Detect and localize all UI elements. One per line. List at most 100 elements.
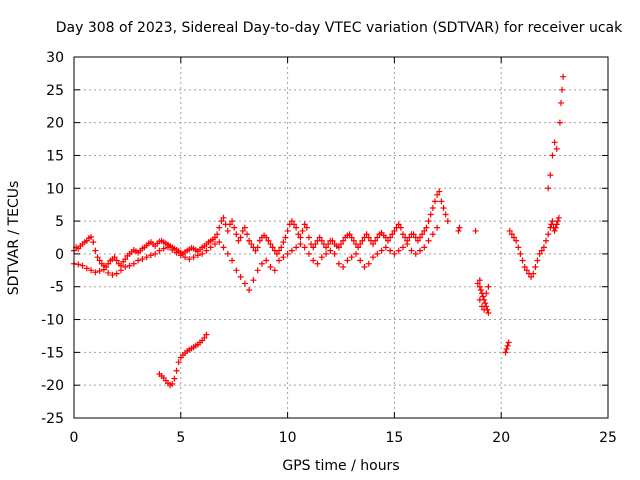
chart-title: Day 308 of 2023, Sidereal Day-to-day VTE… (56, 20, 623, 36)
x-tick-label: 5 (176, 430, 185, 446)
data-point (288, 247, 295, 254)
data-point (505, 339, 512, 346)
data-point (421, 227, 428, 234)
data-point (122, 256, 129, 263)
data-point (434, 224, 441, 231)
data-point (417, 234, 424, 241)
data-point (517, 250, 524, 257)
data-point (528, 273, 535, 280)
data-point (545, 231, 552, 238)
data-point (226, 221, 233, 228)
y-tick-label: 30 (46, 50, 64, 66)
data-point (335, 260, 342, 267)
data-point (297, 234, 304, 241)
data-point (171, 375, 178, 382)
data-point (348, 234, 355, 241)
data-point (235, 237, 242, 244)
data-point (297, 241, 304, 248)
data-point (344, 257, 351, 264)
data-point (224, 250, 231, 257)
y-tick-label: -10 (41, 313, 64, 329)
data-point (263, 257, 270, 264)
data-point (316, 234, 323, 241)
data-point (233, 231, 240, 238)
data-point (267, 241, 274, 248)
data-point (350, 237, 357, 244)
data-point (559, 86, 566, 93)
data-point (442, 211, 449, 218)
data-point (310, 257, 317, 264)
data-point (288, 218, 295, 225)
data-point (237, 273, 244, 280)
data-point (207, 244, 214, 251)
data-point (480, 293, 487, 300)
data-point (504, 342, 511, 349)
data-point (237, 234, 244, 241)
data-point (254, 244, 261, 251)
data-point (190, 254, 197, 261)
data-point (282, 234, 289, 241)
data-point (169, 380, 176, 387)
data-point (436, 188, 443, 195)
data-point (508, 231, 515, 238)
data-point (229, 218, 236, 225)
data-point (284, 227, 291, 234)
axis-ticks (73, 56, 609, 419)
data-point (267, 264, 274, 271)
y-tick-label: -20 (41, 378, 64, 394)
data-point (201, 334, 208, 341)
data-point (258, 260, 265, 267)
data-point (280, 254, 287, 261)
data-point (88, 233, 95, 240)
data-point (374, 234, 381, 241)
data-point (246, 237, 253, 244)
data-point (323, 250, 330, 257)
series-upper-track (71, 188, 451, 271)
data-point (456, 224, 463, 231)
data-point (417, 247, 424, 254)
x-tick-label: 10 (279, 430, 297, 446)
x-tick-label: 25 (599, 430, 617, 446)
data-point (276, 247, 283, 254)
data-point (301, 221, 308, 228)
data-point (399, 231, 406, 238)
data-point (299, 227, 306, 234)
data-point (549, 152, 556, 159)
data-point (425, 218, 432, 225)
data-point (96, 257, 103, 264)
data-point (109, 271, 116, 278)
data-point (231, 224, 238, 231)
data-point (293, 224, 300, 231)
data-point (139, 256, 146, 263)
data-point (96, 267, 103, 274)
data-point (391, 227, 398, 234)
data-marks (71, 73, 567, 389)
data-point (147, 252, 154, 259)
data-point (164, 244, 171, 251)
data-point (513, 237, 520, 244)
y-tick-label: -15 (41, 345, 64, 361)
data-point (314, 260, 321, 267)
data-point (111, 254, 118, 261)
data-point (554, 218, 561, 225)
y-tick-label: 15 (46, 148, 64, 164)
data-point (160, 245, 167, 252)
data-point (83, 265, 90, 272)
data-point (211, 241, 218, 248)
data-point (553, 221, 560, 228)
data-point (250, 277, 257, 284)
data-point (169, 246, 176, 253)
data-point (135, 257, 142, 264)
data-point (122, 264, 129, 271)
data-point (143, 254, 150, 261)
data-point (395, 247, 402, 254)
data-point (355, 244, 362, 251)
data-point (476, 283, 483, 290)
data-point (506, 227, 513, 234)
data-point (156, 247, 163, 254)
data-point (276, 257, 283, 264)
series-late-segment (455, 73, 567, 356)
data-point (538, 247, 545, 254)
data-point (555, 214, 562, 221)
data-point (284, 250, 291, 257)
